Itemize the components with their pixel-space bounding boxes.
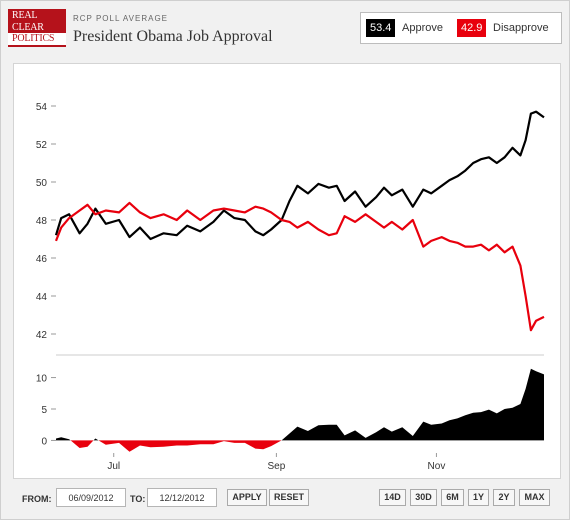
range-max-button[interactable]: MAX: [519, 489, 550, 506]
y-tick-label: 42: [36, 330, 48, 341]
to-date-input[interactable]: 12/12/2012: [147, 488, 217, 507]
reset-button[interactable]: RESET: [269, 489, 309, 506]
y-tick-label: 44: [36, 292, 48, 303]
from-date-input[interactable]: 06/09/2012: [56, 488, 126, 507]
range-14d-button[interactable]: 14D: [379, 489, 406, 506]
x-tick-label: Jul: [107, 461, 120, 472]
series-line-approve: [54, 110, 545, 241]
chart-title: President Obama Job Approval: [73, 28, 273, 45]
y-tick-label: 50: [36, 178, 48, 189]
logo-line-3: POLITICS: [8, 33, 66, 46]
approve-value-badge: 53.4: [366, 19, 396, 37]
apply-button[interactable]: APPLY: [227, 489, 267, 506]
chart-overline: RCP POLL AVERAGE: [73, 14, 168, 23]
diff-area-negative: [56, 440, 544, 452]
y-tick-label: 52: [36, 140, 48, 151]
x-tick-label: Sep: [267, 461, 285, 472]
disapprove-value-badge: 42.9: [457, 19, 487, 37]
range-6m-button[interactable]: 6M: [441, 489, 464, 506]
diff-y-tick-label: 10: [36, 374, 48, 385]
y-tick-label: 46: [36, 254, 48, 265]
date-controls: FROM: 06/09/2012 TO: 12/12/2012 APPLY RE…: [1, 477, 569, 519]
series-line-disapprove: [54, 201, 545, 332]
rcp-logo: REAL CLEAR POLITICS: [8, 9, 66, 47]
diff-y-tick-label: 0: [41, 436, 47, 447]
legend: 53.4 Approve 42.9 Disapprove: [360, 12, 562, 44]
range-2y-button[interactable]: 2Y: [493, 489, 515, 506]
diff-area-positive: [56, 368, 544, 441]
disapprove-label: Disapprove: [493, 22, 549, 34]
x-tick-label: Nov: [428, 461, 446, 472]
range-1y-button[interactable]: 1Y: [468, 489, 489, 506]
y-tick-label: 48: [36, 216, 48, 227]
approve-label: Approve: [402, 22, 443, 34]
diff-y-tick-label: 5: [41, 405, 47, 416]
logo-line-2: CLEAR: [12, 21, 44, 33]
y-tick-label: 54: [36, 102, 48, 113]
to-label: TO:: [130, 494, 146, 504]
range-30d-button[interactable]: 30D: [410, 489, 437, 506]
logo-line-1: REAL: [12, 10, 38, 21]
from-label: FROM:: [22, 494, 52, 504]
plot-area: [13, 63, 561, 479]
